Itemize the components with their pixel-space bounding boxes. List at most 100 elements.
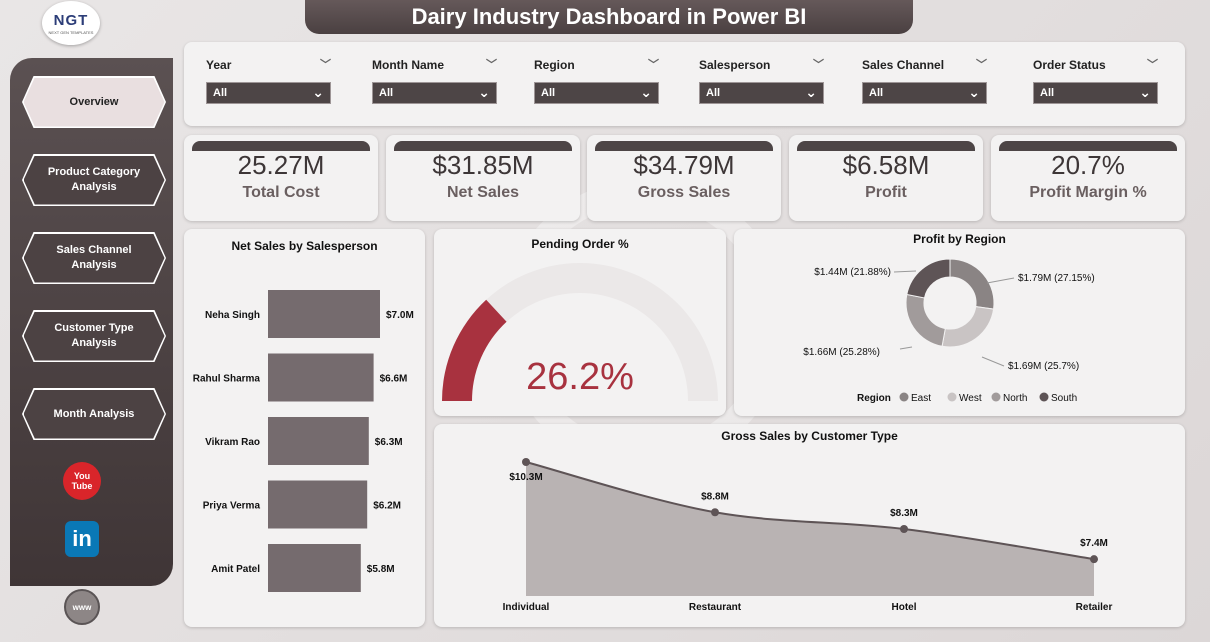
dropdown-value: All: [213, 87, 228, 99]
chevron-down-icon: ⌄: [968, 84, 980, 100]
chevron-down-icon[interactable]: ﹀: [1147, 59, 1158, 71]
kpi-card-total-cost: 25.27M Total Cost: [184, 135, 378, 221]
data-point: [711, 508, 719, 517]
data-point: [1090, 555, 1098, 564]
nav-sales-channel-analysis[interactable]: Sales Channel Analysis: [22, 232, 166, 284]
leader-line: [981, 356, 1005, 367]
area-data-label: $8.8M: [701, 491, 729, 502]
filter-label: Sales Channel: [862, 58, 945, 72]
legend-label: West: [959, 393, 982, 404]
dropdown-value: All: [1040, 87, 1055, 99]
legend-label: East: [911, 393, 931, 404]
kpi-label: Profit Margin %: [1029, 184, 1147, 201]
sales-channel-dropdown[interactable]: All ⌄: [862, 82, 987, 104]
filter-label: Month Name: [372, 58, 444, 72]
area-chart-svg: $10.3M Individual $8.8M Restaurant $8.3M Hote…: [503, 458, 1113, 613]
filter-panel: Year ﹀ All ⌄ Month Name ﹀ All ⌄ Region ﹀ All ⌄…: [184, 42, 1185, 126]
kpi-card-profit-margin: 20.7% Profit Margin %: [991, 135, 1185, 221]
filter-month-name: Month Name ﹀ All ⌄: [372, 58, 497, 104]
ngt-logo[interactable]: NGT NEXT GEN TEMPLATES: [42, 1, 100, 45]
leader-line: [986, 277, 1015, 284]
area-data-label: $7.4M: [1080, 538, 1108, 549]
bar-category-label: Neha Singh: [205, 310, 260, 321]
leader-line: [893, 270, 917, 273]
chevron-down-icon[interactable]: ﹀: [813, 59, 824, 71]
website-icon[interactable]: www: [64, 589, 100, 625]
bar-data-label: $6.3M: [375, 437, 403, 448]
chevron-down-icon[interactable]: ﹀: [976, 59, 987, 71]
donut-data-label: $1.69M (25.7%): [1008, 361, 1079, 372]
donut-slice: [906, 258, 951, 299]
logo-text: NGT: [53, 11, 89, 29]
chart-title: Net Sales by Salesperson: [231, 239, 378, 253]
area-data-label: $10.3M: [509, 472, 542, 483]
dropdown-value: All: [706, 87, 721, 99]
filter-sales-channel: Sales Channel ﹀ All ⌄: [862, 58, 987, 104]
gross-sales-by-customer-type-chart: Gross Sales by Customer Type $10.3M Indiv…: [434, 424, 1185, 627]
filter-label: Salesperson: [699, 58, 771, 72]
area-fill: [526, 462, 1094, 596]
chevron-down-icon: ⌄: [640, 84, 652, 100]
kpi-value: $6.58M: [842, 150, 930, 180]
legend-marker: [1039, 392, 1049, 402]
gauge-svg: 26.2%: [442, 263, 718, 401]
nav-product-category-analysis[interactable]: Product Category Analysis: [22, 154, 166, 206]
nav-label: Product Category Analysis: [47, 166, 141, 193]
nav-label: Sales Channel Analysis: [56, 244, 132, 271]
dropdown-value: All: [869, 87, 884, 99]
kpi-card-profit: $6.58M Profit: [789, 135, 983, 221]
bar-category-label: Rahul Sharma: [193, 374, 261, 385]
year-dropdown[interactable]: All ⌄: [206, 82, 331, 104]
page-title: Dairy Industry Dashboard in Power BI: [411, 4, 807, 29]
bar-category-label: Amit Patel: [211, 564, 260, 575]
area-line: [525, 461, 1095, 561]
order-status-dropdown[interactable]: All ⌄: [1033, 82, 1158, 104]
youtube-icon[interactable]: You Tube: [63, 462, 101, 500]
kpi-value: $31.85M: [432, 150, 534, 180]
kpi-label: Total Cost: [242, 184, 320, 201]
region-dropdown[interactable]: All ⌄: [534, 82, 659, 104]
pending-order-gauge: Pending Order % 26.2%: [434, 229, 726, 416]
bar-chart-svg: Neha Singh $7.0M Rahul Sharma $6.6M Vikram R…: [193, 290, 414, 592]
bar-data-label: $6.6M: [380, 374, 408, 385]
x-tick-label: Individual: [503, 602, 550, 613]
nav-month-analysis[interactable]: Month Analysis: [22, 388, 166, 440]
linkedin-icon[interactable]: in: [65, 521, 99, 557]
chevron-down-icon[interactable]: ﹀: [486, 59, 497, 71]
chevron-down-icon[interactable]: ﹀: [648, 59, 659, 71]
bar-category-label: Priya Verma: [203, 501, 261, 512]
kpi-card-gross-sales: $34.79M Gross Sales: [587, 135, 781, 221]
donut-slice: [941, 306, 995, 348]
x-tick-label: Retailer: [1076, 602, 1113, 613]
salesperson-dropdown[interactable]: All ⌄: [699, 82, 824, 104]
nav-customer-type-analysis[interactable]: Customer Type Analysis: [22, 310, 166, 362]
legend-marker: [947, 392, 957, 402]
chart-title: Pending Order %: [531, 237, 629, 251]
legend-title: Region: [857, 393, 891, 404]
filter-region: Region ﹀ All ⌄: [534, 58, 659, 104]
legend-marker: [899, 392, 909, 402]
chevron-down-icon: ⌄: [478, 84, 490, 100]
nav-overview[interactable]: Overview: [22, 76, 166, 128]
bar: [268, 544, 361, 592]
chevron-down-icon: ⌄: [805, 84, 817, 100]
gauge-value-label: 26.2%: [526, 356, 634, 398]
dropdown-value: All: [379, 87, 394, 99]
donut-slice: [905, 293, 946, 347]
bar: [268, 290, 380, 338]
bar-data-label: $7.0M: [386, 310, 414, 321]
filter-salesperson: Salesperson ﹀ All ⌄: [699, 58, 824, 104]
chevron-down-icon[interactable]: ﹀: [320, 59, 331, 71]
leader-line: [899, 346, 913, 350]
kpi-label: Profit: [865, 184, 907, 201]
kpi-label: Gross Sales: [637, 184, 731, 201]
filter-order-status: Order Status ﹀ All ⌄: [1033, 58, 1158, 104]
nav-label: Month Analysis: [53, 407, 135, 420]
donut-data-label: $1.79M (27.15%): [1018, 273, 1095, 284]
month-name-dropdown[interactable]: All ⌄: [372, 82, 497, 104]
filter-label: Order Status: [1033, 58, 1106, 72]
dropdown-value: All: [541, 87, 556, 99]
filter-label: Region: [534, 58, 575, 72]
chevron-down-icon: ⌄: [1139, 84, 1151, 100]
